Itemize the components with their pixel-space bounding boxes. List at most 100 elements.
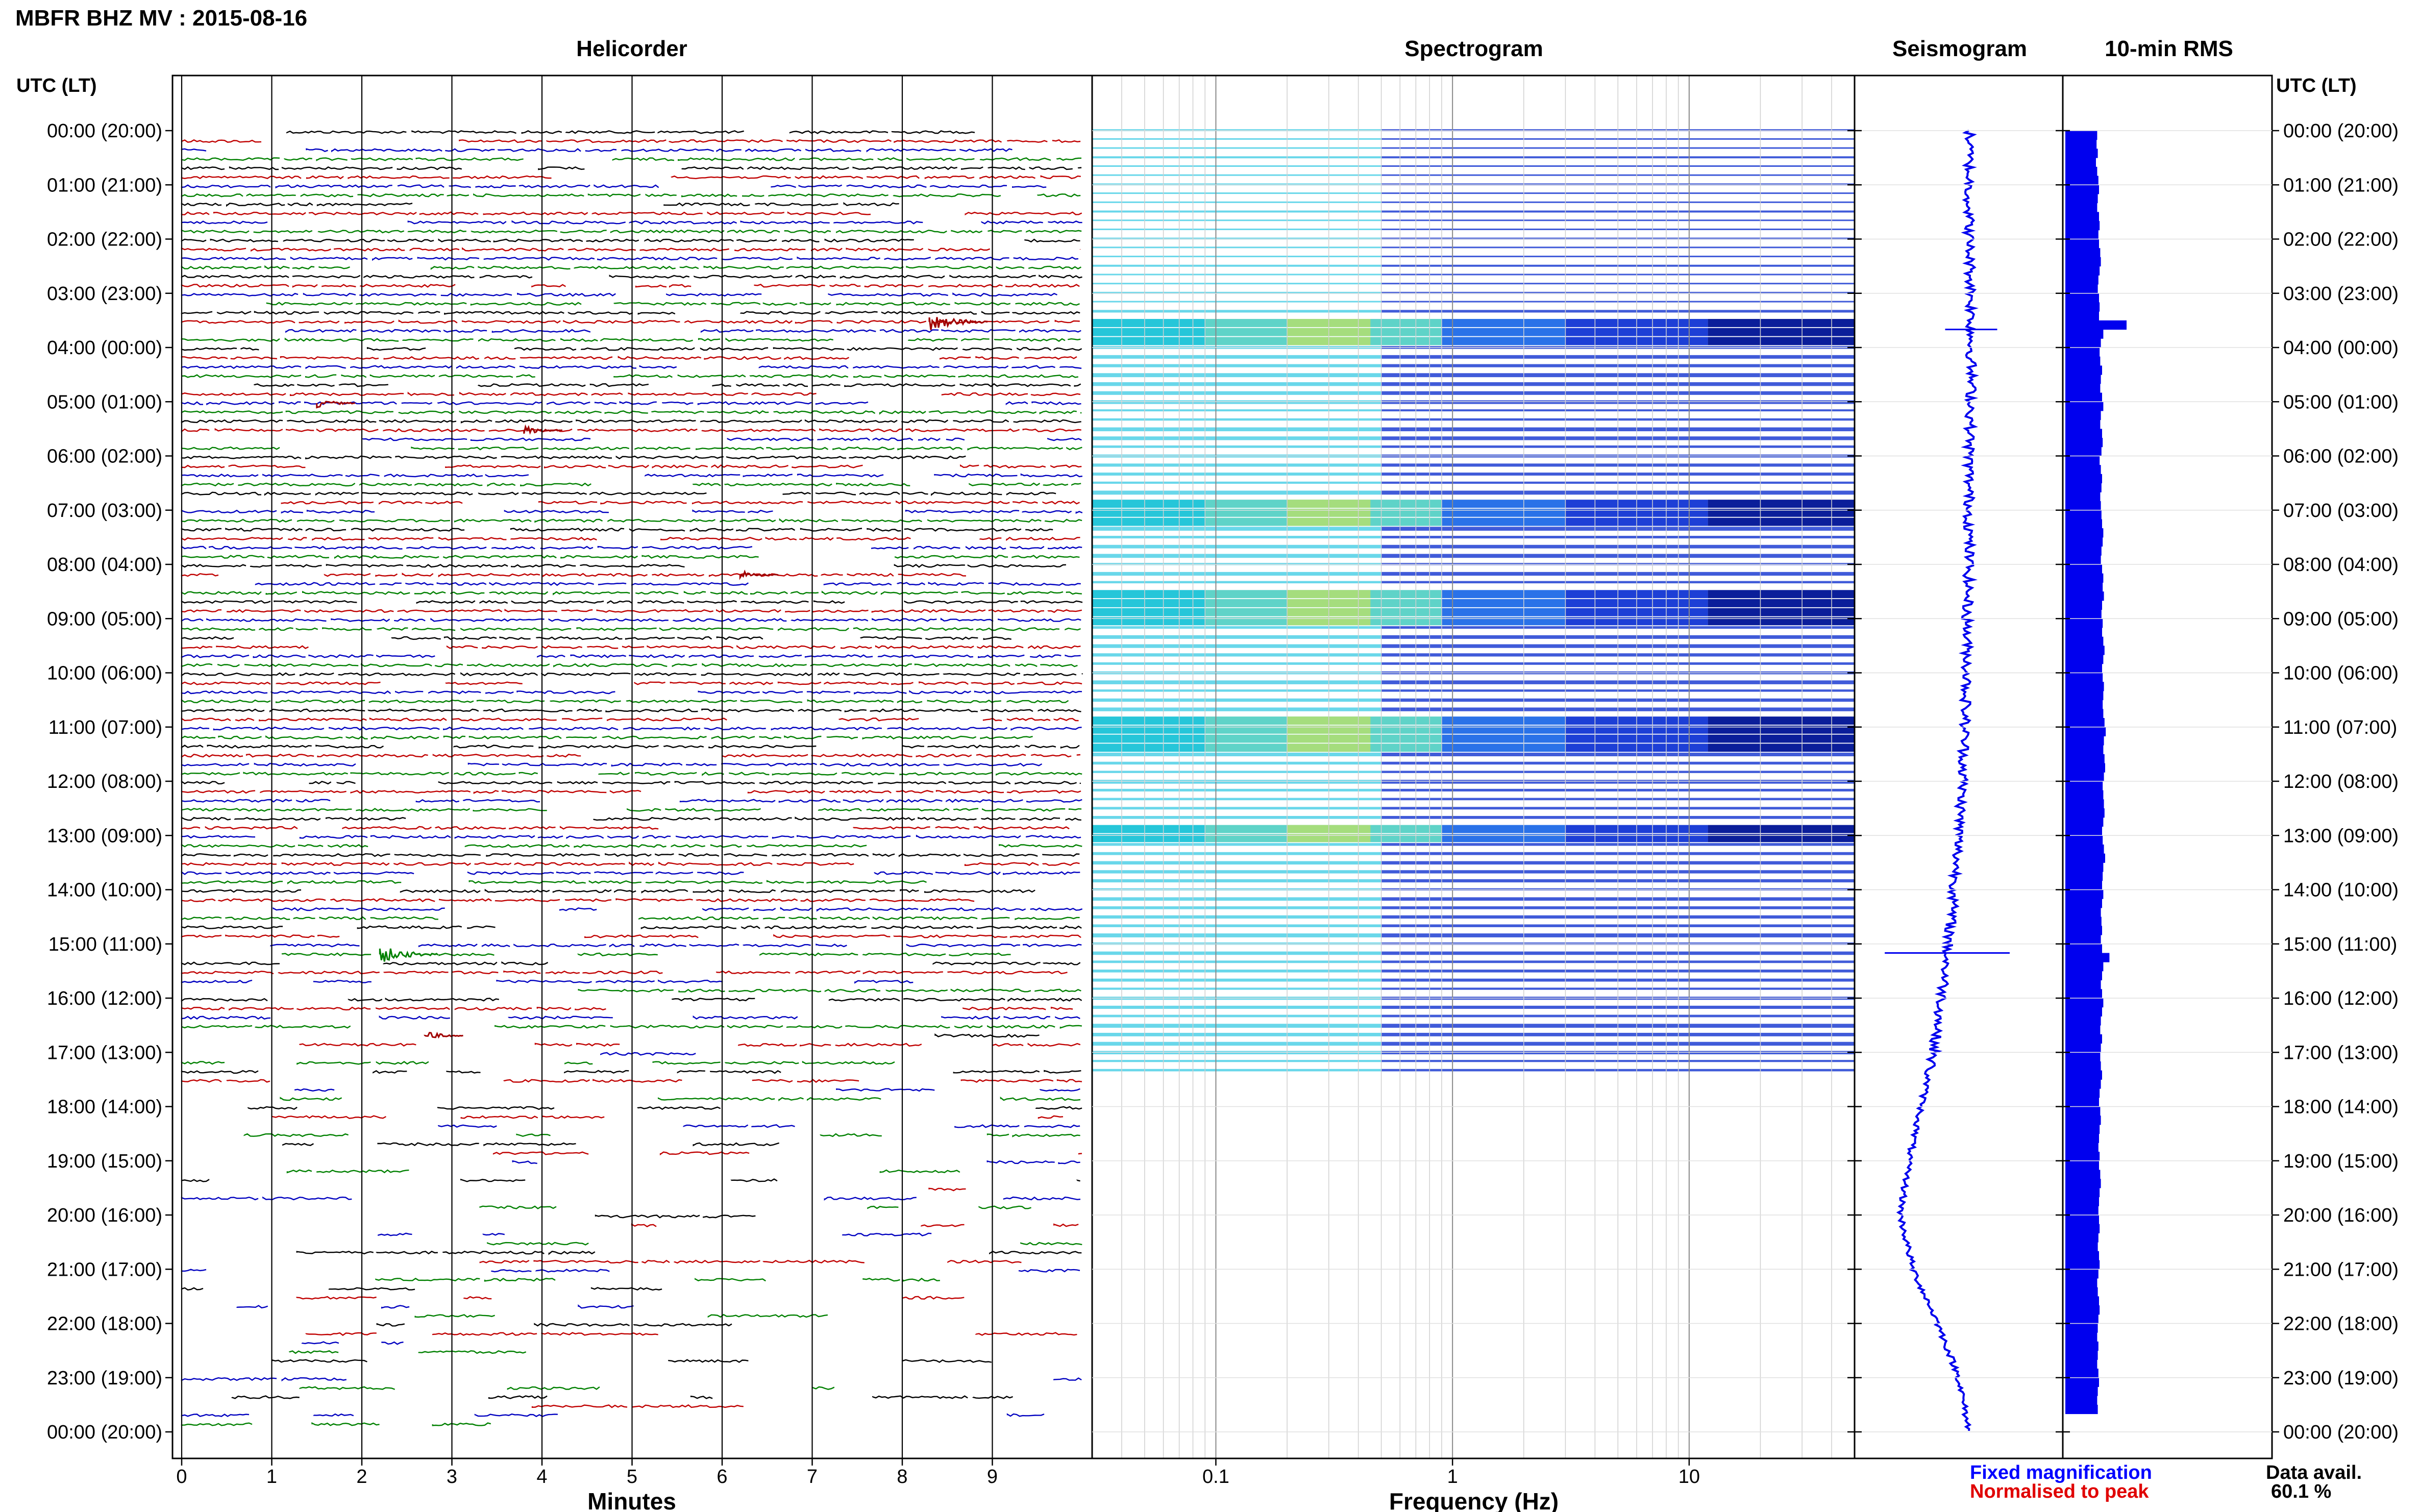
helicorder-trace (492, 1151, 1082, 1156)
helicorder-trace (181, 699, 1069, 704)
spectrogram-cell (1092, 870, 1381, 874)
rms-bar (2065, 727, 2106, 736)
rms-bar (2065, 284, 2098, 294)
spectrogram-cell (1092, 725, 1205, 734)
rms-bar (2065, 203, 2097, 212)
helicorder-trace (181, 627, 1081, 631)
utc-label-right: UTC (LT) (2276, 75, 2357, 96)
spectrogram-cell (1092, 463, 1381, 467)
rms-bar (2065, 736, 2104, 746)
rms-bar (2065, 745, 2104, 755)
helicorder-trace (181, 1178, 1080, 1182)
helicorder-trace (181, 608, 1082, 613)
helicorder-trace (299, 1043, 1081, 1047)
helicorder-trace (181, 726, 1082, 731)
spectrogram-cell (1441, 328, 1566, 336)
helicorder-trace (181, 1422, 491, 1426)
helicorder-trace (181, 816, 1081, 821)
rms-bar (2065, 817, 2104, 827)
spectrogram-cell (1708, 599, 1855, 607)
rms-bar (2065, 880, 2102, 890)
spectrogram-cell (1092, 590, 1205, 599)
spectrogram-cell (1092, 1069, 1381, 1072)
seismogram-title: Seismogram (1892, 36, 2027, 61)
helicorder-trace (578, 988, 1081, 993)
rms-bar (2065, 935, 2101, 945)
helicorder-trace (181, 247, 1081, 252)
spectrogram-cell (1092, 382, 1381, 386)
spectrogram-cell (1092, 156, 1381, 159)
helicorder-trace (181, 1006, 1073, 1011)
spectrogram-cell (1092, 527, 1381, 531)
helicorder-trace (181, 573, 966, 578)
helicorder-trace (181, 717, 1079, 722)
hour-label-left: 18:00 (14:00) (47, 1097, 162, 1118)
helicorder-trace (273, 907, 1083, 912)
hour-label-left: 21:00 (17:00) (47, 1259, 162, 1280)
rms-bar (2065, 266, 2100, 276)
rms-bar (2065, 989, 2102, 999)
hour-label-left: 13:00 (09:00) (47, 825, 162, 847)
rms-bar (2065, 429, 2102, 438)
rms-bar (2065, 1396, 2097, 1405)
rms-bar (2065, 1097, 2099, 1107)
helicorder-panel (181, 76, 1083, 1458)
spectrogram-cell (1092, 138, 1381, 140)
hour-label-left: 07:00 (03:00) (47, 500, 162, 522)
helicorder-trace (181, 826, 1070, 830)
rms-bar (2065, 844, 2104, 854)
helicorder-trace (438, 1124, 1080, 1128)
rms-bar (2065, 392, 2102, 402)
hour-label-right: 04:00 (00:00) (2283, 337, 2399, 359)
rms-bar (2065, 139, 2097, 149)
rms-bar (2065, 709, 2104, 718)
spectrogram-cell (1441, 716, 1566, 725)
helicorder-trace (181, 762, 1043, 767)
helicorder-event (928, 317, 988, 330)
spectrogram-cell (1708, 617, 1855, 626)
rms-bar (2065, 302, 2100, 312)
helicorder-trace (181, 880, 927, 885)
rms-bar (2065, 907, 2101, 918)
rms-bar (2065, 148, 2098, 158)
spectrogram-cell (1092, 237, 1381, 240)
spectrogram-cell (1441, 508, 1566, 517)
rms-bar (2065, 799, 2104, 809)
rms-bar (2065, 862, 2104, 872)
helicorder-trace (362, 437, 1082, 441)
minute-tick-label: 2 (356, 1466, 367, 1488)
helicorder-event (424, 1031, 463, 1039)
helicorder-trace (294, 1088, 1080, 1092)
spectrogram-cell (1441, 617, 1566, 626)
helicorder-trace (181, 1070, 1081, 1074)
rms-bar (2065, 501, 2101, 511)
helicorder-trace (296, 1250, 1082, 1255)
spectrogram-cell (1092, 147, 1381, 149)
rms-bar (2065, 239, 2099, 249)
rms-bar (2065, 663, 2102, 673)
helicorder-trace (181, 157, 1082, 161)
rms-bar (2065, 790, 2104, 800)
rms-bar (2065, 1016, 2101, 1026)
spectrogram-cell (1092, 400, 1381, 404)
spectrogram-cell (1092, 771, 1381, 773)
rms-bar (2065, 375, 2101, 384)
rms-bar (2065, 646, 2105, 655)
hour-label-right: 00:00 (20:00) (2283, 1422, 2399, 1443)
spectrogram-cell (1092, 626, 1381, 629)
utc-label-left: UTC (LT) (16, 75, 97, 96)
rms-bar (2065, 1052, 2101, 1062)
helicorder-trace (181, 446, 1082, 451)
spectrogram-cell (1092, 753, 1381, 757)
rms-bar (2065, 582, 2103, 592)
rms-bar (2065, 402, 2104, 411)
spectrogram-cell (1092, 662, 1381, 665)
helicorder-trace (305, 1332, 1077, 1336)
rms-bar (2065, 926, 2102, 935)
rms-bar (2065, 1124, 2100, 1134)
spectrogram-cell (1092, 933, 1381, 937)
rms-bar (2065, 889, 2104, 899)
frequency-tick-label: 0.1 (1202, 1466, 1229, 1488)
hour-label-left: 23:00 (19:00) (47, 1368, 162, 1389)
spectrogram-cell (1092, 788, 1381, 791)
